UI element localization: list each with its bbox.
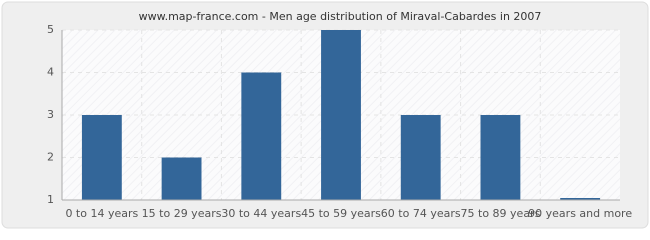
x-tick-label: 75 to 89 years [461,207,541,220]
x-tick-label: 30 to 44 years [221,207,301,220]
x-tick-label: 15 to 29 years [142,207,222,220]
page: www.map-france.com - Men age distributio… [0,0,650,230]
chart: www.map-france.com - Men age distributio… [1,1,649,229]
x-tick-label: 0 to 14 years [65,207,138,220]
bar [321,30,361,200]
x-tick-label: 90 years and more [528,207,632,220]
y-tick-label: 1 [47,193,54,206]
bar [241,72,282,200]
y-tick-label: 5 [47,23,54,36]
bar [480,115,521,200]
x-tick-label: 60 to 74 years [381,207,461,220]
x-tick-label: 45 to 59 years [301,207,381,220]
chart-title: www.map-france.com - Men age distributio… [139,10,542,23]
bar [560,198,601,200]
bar [161,157,202,200]
y-tick-label: 2 [47,151,54,164]
y-tick-label: 4 [47,66,54,79]
bar [400,115,441,200]
bar [81,115,122,200]
y-tick-label: 3 [47,108,54,121]
